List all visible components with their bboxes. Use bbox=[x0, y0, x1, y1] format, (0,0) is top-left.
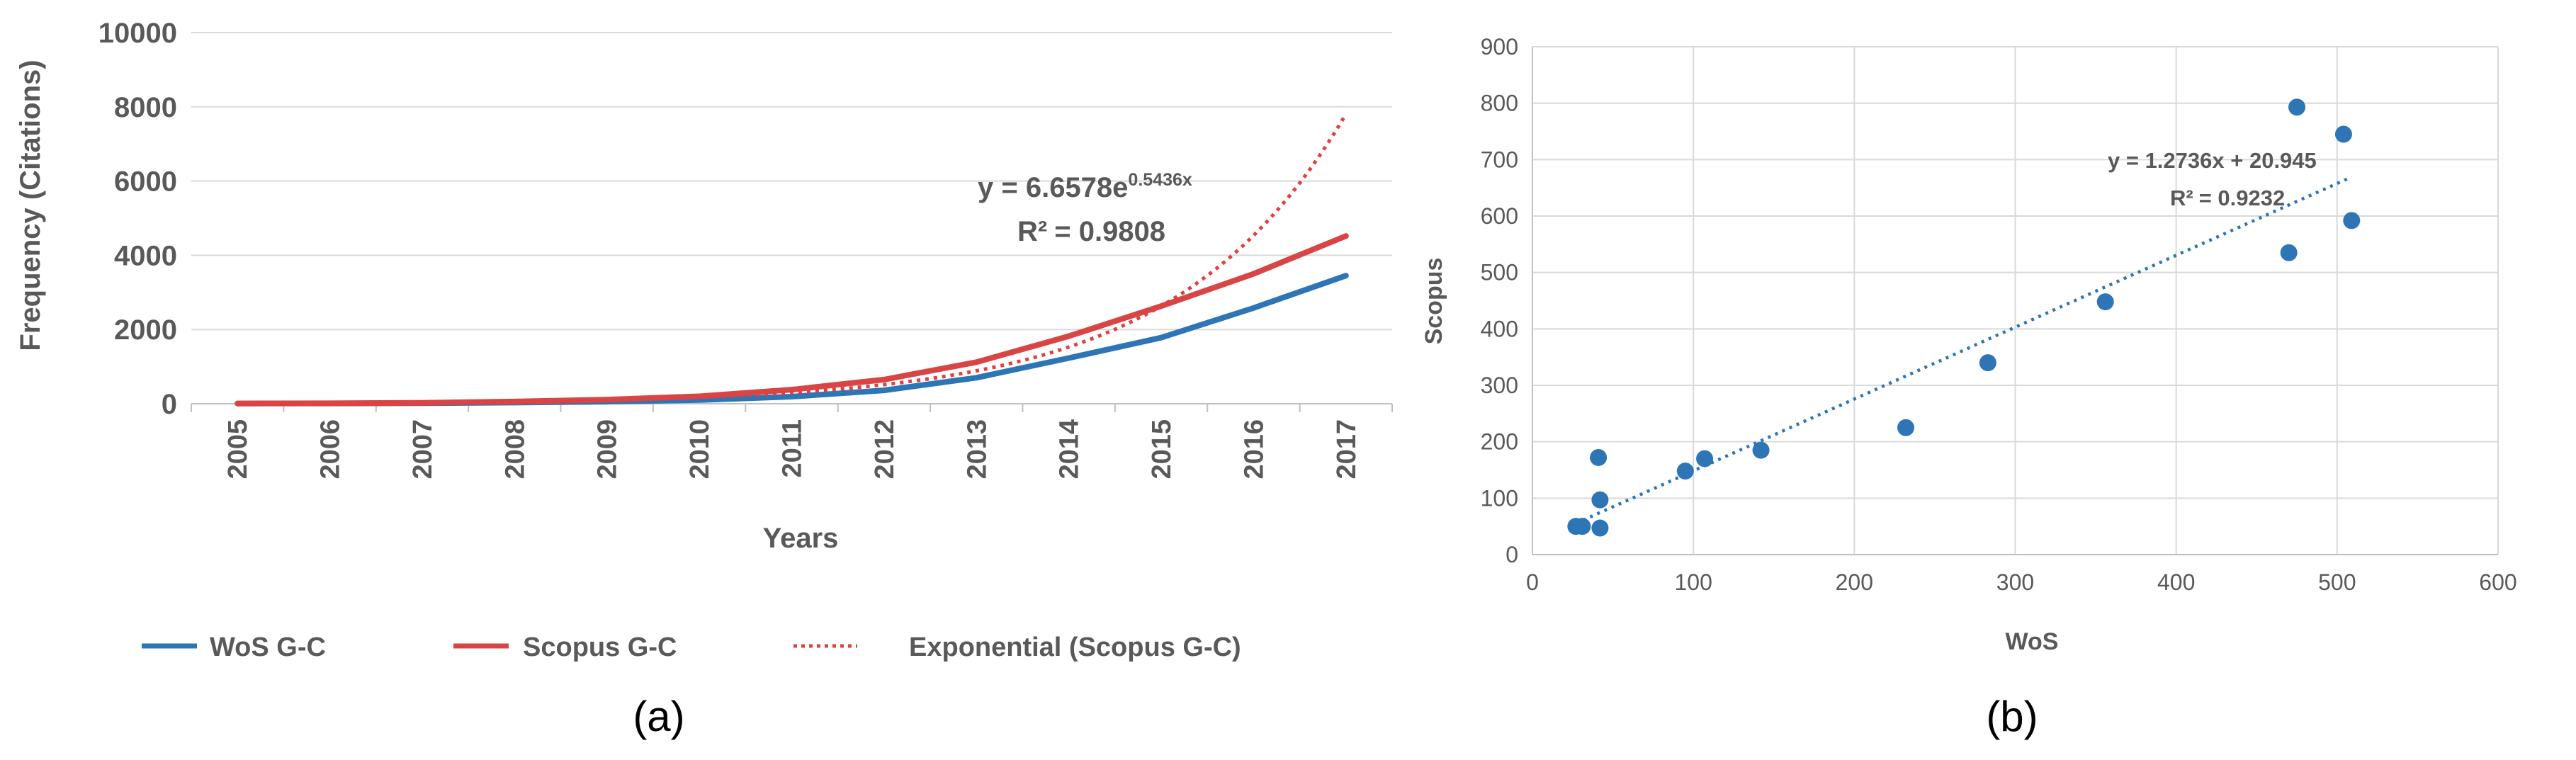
legend-label-scopus: Scopus G-C bbox=[523, 633, 677, 662]
chart-a-x-tick-label: 2014 bbox=[1055, 419, 1085, 480]
chart-b-y-tick-label: 400 bbox=[1481, 316, 1518, 341]
chart-b-point bbox=[2334, 125, 2352, 143]
chart-a-r-squared: R² = 0.9808 bbox=[1017, 216, 1165, 247]
chart-a-x-tick-label: 2010 bbox=[685, 419, 715, 480]
chart-b-point bbox=[1696, 450, 1714, 467]
chart-a-x-tick-label: 2017 bbox=[1332, 419, 1362, 480]
chart-a-x-tick-label: 2011 bbox=[778, 419, 808, 477]
chart-b-x-tick-label: 0 bbox=[1526, 569, 1539, 595]
chart-b-x-tick-label: 500 bbox=[2318, 569, 2356, 595]
chart-b-y-tick-label: 200 bbox=[1481, 429, 1518, 455]
chart-b-x-tick-label: 400 bbox=[2157, 569, 2195, 595]
chart-b-point bbox=[1676, 463, 1694, 480]
chart-b-point bbox=[2288, 98, 2306, 116]
legend-item-scopus: Scopus G-C bbox=[453, 633, 677, 662]
chart-b-x-axis-title: WoS bbox=[2006, 628, 2059, 655]
chart-a-y-tick-label: 6000 bbox=[114, 166, 177, 198]
chart-a-equation: y = 6.6578e0.5436x bbox=[978, 170, 1192, 203]
chart-b-y-tick-label: 900 bbox=[1481, 34, 1518, 59]
chart-a-y-tick-label: 2000 bbox=[114, 314, 177, 346]
chart-b-point bbox=[2096, 293, 2114, 311]
chart-b: 0 100 200 300 400 500 600 700 800 900 0 100 200 300 4… bbox=[1420, 34, 2517, 740]
chart-a-legend: WoS G-C Scopus G-C Exponential (Scopus G… bbox=[142, 633, 1241, 662]
chart-a-x-tick-label: 2013 bbox=[962, 419, 992, 480]
chart-b-point bbox=[1897, 419, 1915, 436]
chart-a-x-axis-title: Years bbox=[763, 523, 839, 554]
chart-b-y-tick-label: 600 bbox=[1481, 203, 1518, 229]
chart-a-x-tick-label: 2015 bbox=[1147, 419, 1177, 480]
chart-a-series bbox=[235, 113, 1349, 407]
chart-a-equation-base: y = 6.6578e bbox=[978, 172, 1128, 203]
chart-a-y-axis-title: Frequency (Citations) bbox=[15, 59, 46, 351]
chart-a-x-tick-labels: 2005 2006 2007 2008 2009 2010 2011 2012 2013 2014… bbox=[223, 419, 1362, 480]
chart-b-point bbox=[1590, 448, 1608, 466]
chart-a-x-tick-label: 2009 bbox=[593, 419, 623, 480]
chart-b-point bbox=[1574, 518, 1591, 535]
chart-a-equation-exponent: 0.5436x bbox=[1128, 170, 1192, 190]
chart-b-axes bbox=[1532, 47, 2498, 555]
chart-b-point bbox=[1979, 354, 1996, 372]
chart-b-points bbox=[1567, 98, 2361, 537]
chart-a-y-tick-label: 4000 bbox=[114, 240, 177, 271]
chart-b-point bbox=[1591, 491, 1609, 509]
chart-b-y-tick-label: 0 bbox=[1506, 542, 1518, 567]
chart-b-x-tick-label: 600 bbox=[2479, 569, 2516, 595]
legend-item-wos: WoS G-C bbox=[142, 633, 326, 662]
panel-label-a: (a) bbox=[633, 693, 684, 740]
chart-a-series-exponential bbox=[237, 113, 1348, 405]
chart-b-y-tick-label: 100 bbox=[1481, 485, 1518, 511]
chart-b-r2-value: = 0.9232 bbox=[2199, 186, 2286, 210]
chart-a-y-tick-labels: 0 2000 4000 6000 8000 10000 bbox=[98, 18, 177, 420]
chart-b-point bbox=[1752, 441, 1770, 459]
chart-a-y-tick-label: 0 bbox=[162, 389, 177, 420]
chart-b-x-tick-labels: 0 100 200 300 400 500 600 bbox=[1526, 569, 2517, 595]
chart-b-equation: y = 1.2736x + 20.945 bbox=[2108, 148, 2317, 173]
chart-a-x-tick-label: 2007 bbox=[408, 419, 438, 480]
legend-label-wos: WoS G-C bbox=[210, 633, 326, 662]
chart-b-y-tick-label: 700 bbox=[1481, 147, 1518, 172]
panel-label-b: (b) bbox=[1986, 693, 2038, 740]
chart-a-y-tick-label: 8000 bbox=[114, 92, 177, 123]
chart-b-y-axis-title: Scopus bbox=[1420, 258, 1447, 345]
chart-a-x-tick-label: 2006 bbox=[316, 419, 346, 480]
chart-b-y-tick-label: 800 bbox=[1481, 91, 1518, 116]
chart-b-y-tick-label: 300 bbox=[1481, 373, 1518, 398]
chart-b-y-tick-label: 500 bbox=[1481, 260, 1518, 285]
chart-b-r2-label: R² bbox=[2170, 186, 2193, 210]
chart-b-point bbox=[2280, 244, 2298, 261]
chart-a-x-tick-label: 2005 bbox=[223, 419, 253, 480]
chart-b-x-tick-label: 200 bbox=[1836, 569, 1873, 595]
chart-b-r-squared: R² = 0.9232 bbox=[2170, 186, 2285, 210]
legend-label-exponential: Exponential (Scopus G-C) bbox=[909, 633, 1241, 662]
chart-b-gridlines bbox=[1532, 46, 2499, 555]
chart-b-point bbox=[1591, 519, 1609, 537]
chart-a-r2-value: = 0.9808 bbox=[1054, 216, 1165, 247]
chart-a-x-tick-label: 2012 bbox=[870, 419, 900, 480]
chart-b-y-tick-labels: 0 100 200 300 400 500 600 700 800 900 bbox=[1481, 34, 1518, 567]
chart-b-x-tick-label: 300 bbox=[1996, 569, 2034, 595]
chart-b-point bbox=[2343, 212, 2361, 229]
chart-a-y-tick-label: 10000 bbox=[98, 18, 177, 49]
chart-b-x-tick-label: 100 bbox=[1674, 569, 1712, 595]
chart-a-x-tick-label: 2008 bbox=[500, 419, 530, 480]
legend-item-exponential: Exponential (Scopus G-C) bbox=[793, 633, 1241, 662]
chart-a-r2-label: R² bbox=[1017, 216, 1047, 247]
chart-a-x-tick-label: 2016 bbox=[1239, 419, 1269, 480]
